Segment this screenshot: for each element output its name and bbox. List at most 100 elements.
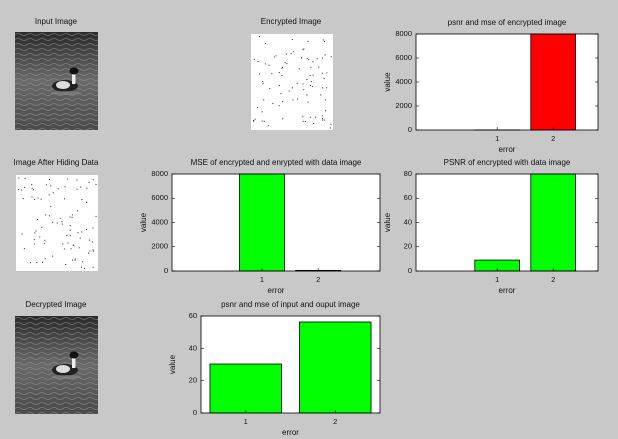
y-tick-label: 4000: [395, 77, 412, 86]
noise-dot: [268, 65, 269, 66]
noise-dot: [292, 87, 293, 88]
noise-dot: [50, 185, 51, 186]
noise-dot: [324, 78, 325, 79]
noise-dot: [271, 73, 272, 74]
noise-dot: [330, 124, 331, 125]
noise-dot: [285, 62, 286, 63]
noise-dot: [282, 101, 283, 102]
noise-dot: [307, 58, 308, 59]
noise-dot: [325, 110, 326, 111]
y-tick-label: 8000: [395, 29, 412, 38]
noise-dot: [69, 216, 70, 217]
encrypted-image: [251, 34, 333, 130]
x-axis-label: error: [282, 428, 299, 437]
input-image: [15, 32, 98, 130]
noise-dot: [44, 240, 45, 241]
noise-dot: [77, 189, 78, 190]
image-title: Encrypted Image: [261, 17, 322, 26]
noise-dot: [81, 199, 82, 200]
noise-dot: [24, 248, 25, 249]
noise-dot: [37, 219, 38, 220]
noise-dot: [303, 121, 304, 122]
decrypted-image: [15, 316, 98, 414]
y-axis-label: value: [383, 212, 392, 232]
noise-dot: [315, 117, 316, 118]
noise-dot: [262, 121, 263, 122]
noise-dot: [280, 93, 281, 94]
x-tick-label: 1: [495, 134, 499, 143]
y-axis-label: value: [168, 354, 177, 374]
noise-dot: [96, 184, 97, 185]
noise-dot: [88, 253, 89, 254]
noise-dot: [282, 68, 283, 69]
x-tick-label: 2: [316, 275, 320, 284]
noise-dot: [46, 184, 47, 185]
noise-dot: [325, 54, 326, 55]
y-tick-label: 4000: [151, 217, 168, 226]
noise-dot: [49, 194, 50, 195]
noise-dot: [45, 214, 46, 215]
noise-dot: [265, 43, 266, 44]
y-tick-label: 0: [408, 125, 412, 134]
x-tick-label: 1: [244, 417, 248, 426]
noise-dot: [312, 61, 313, 62]
noise-dot: [36, 262, 37, 263]
noise-dot: [292, 99, 293, 100]
noise-dot: [268, 125, 269, 126]
noise-dot: [303, 48, 304, 49]
x-tick-label: 2: [333, 417, 337, 426]
noise-dot: [289, 91, 290, 92]
noise-dot: [317, 58, 318, 59]
noise-dot: [299, 68, 300, 69]
noise-dot: [310, 75, 311, 76]
y-tick-label: 2000: [151, 242, 168, 251]
noise-dot: [77, 210, 78, 211]
noise-dot: [32, 188, 33, 189]
noise-dot: [322, 87, 323, 88]
y-tick-label: 0: [193, 408, 197, 417]
noise-dot: [75, 258, 76, 259]
noise-dot: [52, 256, 53, 257]
noise-dot: [253, 120, 254, 121]
noise-dot: [70, 225, 71, 226]
noise-dot: [305, 121, 306, 122]
noise-dot: [52, 222, 53, 223]
noise-dot: [255, 119, 256, 120]
noise-dot: [80, 238, 81, 239]
noise-dot: [25, 178, 26, 179]
noise-dot: [276, 55, 277, 56]
x-axis-label: error: [268, 286, 285, 295]
noise-dot: [72, 260, 73, 261]
noise-dot: [84, 268, 85, 269]
noise-dot: [258, 61, 259, 62]
noise-dot: [310, 117, 311, 118]
x-axis-label: error: [499, 286, 516, 295]
noise-dot: [92, 227, 93, 228]
noise-dot: [62, 243, 63, 244]
noise-dot: [293, 51, 294, 52]
y-tick-label: 0: [164, 266, 168, 275]
y-tick-label: 6000: [395, 53, 412, 62]
noise-dot: [23, 198, 24, 199]
noise-dot: [323, 39, 324, 40]
noise-dot: [70, 235, 71, 236]
chart-title: psnr and mse of input and ouput image: [221, 300, 360, 309]
noise-dot: [89, 182, 90, 183]
y-tick-label: 0: [408, 266, 412, 275]
noise-dot: [326, 87, 327, 88]
noise-dot: [38, 198, 39, 199]
chart-title: MSE of encrypted and enrypted with data …: [191, 158, 362, 167]
noise-dot: [279, 72, 280, 73]
noise-dot: [330, 127, 331, 128]
noise-dot: [86, 202, 87, 203]
noise-dot: [77, 179, 78, 180]
noise-dot: [68, 242, 69, 243]
noise-dot: [96, 216, 97, 217]
y-tick-label: 8000: [151, 169, 168, 178]
noise-dot: [325, 99, 326, 100]
bar: [531, 34, 576, 130]
noise-dot: [21, 190, 22, 191]
noise-dot: [65, 264, 66, 265]
noise-dot: [81, 267, 82, 268]
x-tick-label: 1: [260, 275, 264, 284]
